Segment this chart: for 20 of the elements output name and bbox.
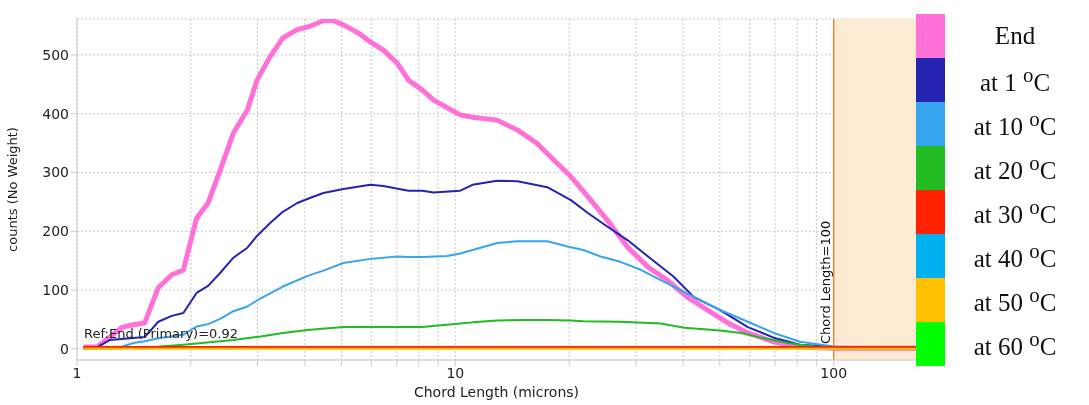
legend-label: at 40 $^{o}$C [972, 238, 1058, 274]
x-tick-label: 1 [72, 364, 82, 381]
y-tick-label: 0 [60, 340, 69, 357]
y-tick-label: 100 [42, 282, 69, 299]
y-tick-label: 500 [42, 46, 69, 63]
x-tick-label: 100 [820, 364, 848, 381]
y-tick-label: 300 [42, 164, 69, 181]
ref-line-label: Chord Length=100 [817, 220, 833, 344]
y-axis-title: counts (No Weight) [4, 127, 20, 252]
legend-label: at 1 $^{o}$C [978, 62, 1052, 98]
y-tick-label: 200 [42, 223, 69, 240]
x-tick-label: 10 [446, 364, 465, 381]
legend-label: End [993, 22, 1037, 50]
legend-label: at 30 $^{o}$C [972, 194, 1058, 230]
legend-label: at 10 $^{o}$C [972, 106, 1058, 142]
x-axis-title: Chord Length (microns) [413, 384, 580, 400]
legend-label: at 50 $^{o}$C [972, 282, 1058, 318]
legend-label: at 20 $^{o}$C [972, 150, 1058, 186]
legend-label: at 60 $^{o}$C [972, 326, 1058, 362]
y-tick-label: 400 [42, 105, 69, 122]
